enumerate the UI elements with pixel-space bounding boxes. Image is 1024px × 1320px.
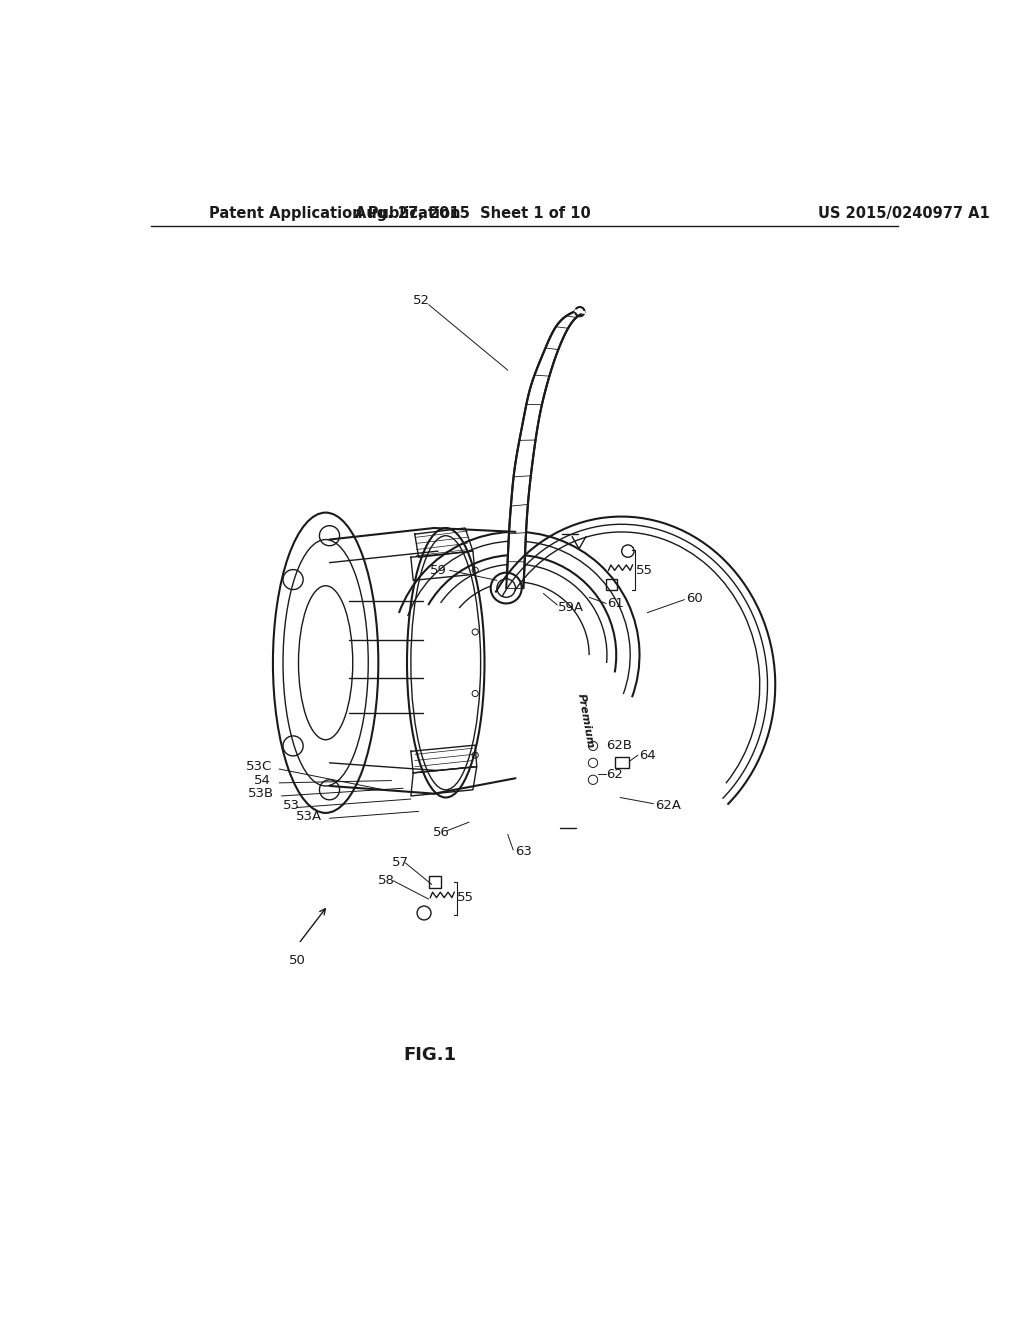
Text: 61: 61 [607, 597, 624, 610]
Text: 55: 55 [636, 564, 652, 577]
Text: 55: 55 [458, 891, 474, 904]
Text: Patent Application Publication: Patent Application Publication [209, 206, 461, 222]
Text: 62: 62 [606, 768, 623, 781]
Bar [429, 876, 440, 888]
Text: 58: 58 [378, 874, 395, 887]
Text: 60: 60 [686, 593, 702, 606]
Text: 52: 52 [414, 294, 430, 308]
Text: 57: 57 [391, 857, 409, 870]
Text: 53B: 53B [248, 787, 274, 800]
Text: 62B: 62B [606, 739, 632, 752]
Bar [615, 758, 630, 768]
Text: 54: 54 [254, 774, 271, 787]
Text: Aug. 27, 2015  Sheet 1 of 10: Aug. 27, 2015 Sheet 1 of 10 [355, 206, 591, 222]
Text: 53: 53 [283, 799, 300, 812]
Text: 59A: 59A [558, 601, 584, 614]
Circle shape [575, 308, 585, 317]
Text: FIG.1: FIG.1 [403, 1047, 457, 1064]
Bar [606, 578, 617, 590]
Text: US 2015/0240977 A1: US 2015/0240977 A1 [818, 206, 989, 222]
Text: 53A: 53A [296, 810, 323, 824]
Text: 59: 59 [430, 564, 447, 577]
Text: 63: 63 [515, 845, 532, 858]
Polygon shape [506, 312, 584, 589]
Text: 56: 56 [432, 825, 450, 838]
Text: Premium: Premium [575, 692, 595, 748]
Text: 64: 64 [640, 748, 656, 762]
Text: 50: 50 [289, 954, 305, 968]
Text: 53C: 53C [246, 760, 272, 774]
Text: 62A: 62A [655, 799, 681, 812]
Circle shape [490, 573, 521, 603]
